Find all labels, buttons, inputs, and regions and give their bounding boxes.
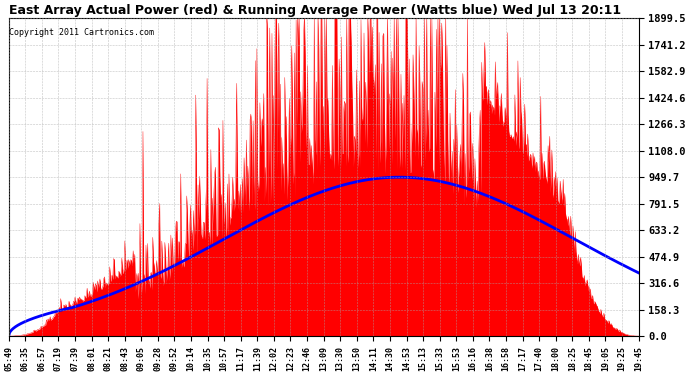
Text: East Array Actual Power (red) & Running Average Power (Watts blue) Wed Jul 13 20: East Array Actual Power (red) & Running … xyxy=(9,4,621,17)
Text: Copyright 2011 Cartronics.com: Copyright 2011 Cartronics.com xyxy=(9,28,155,37)
